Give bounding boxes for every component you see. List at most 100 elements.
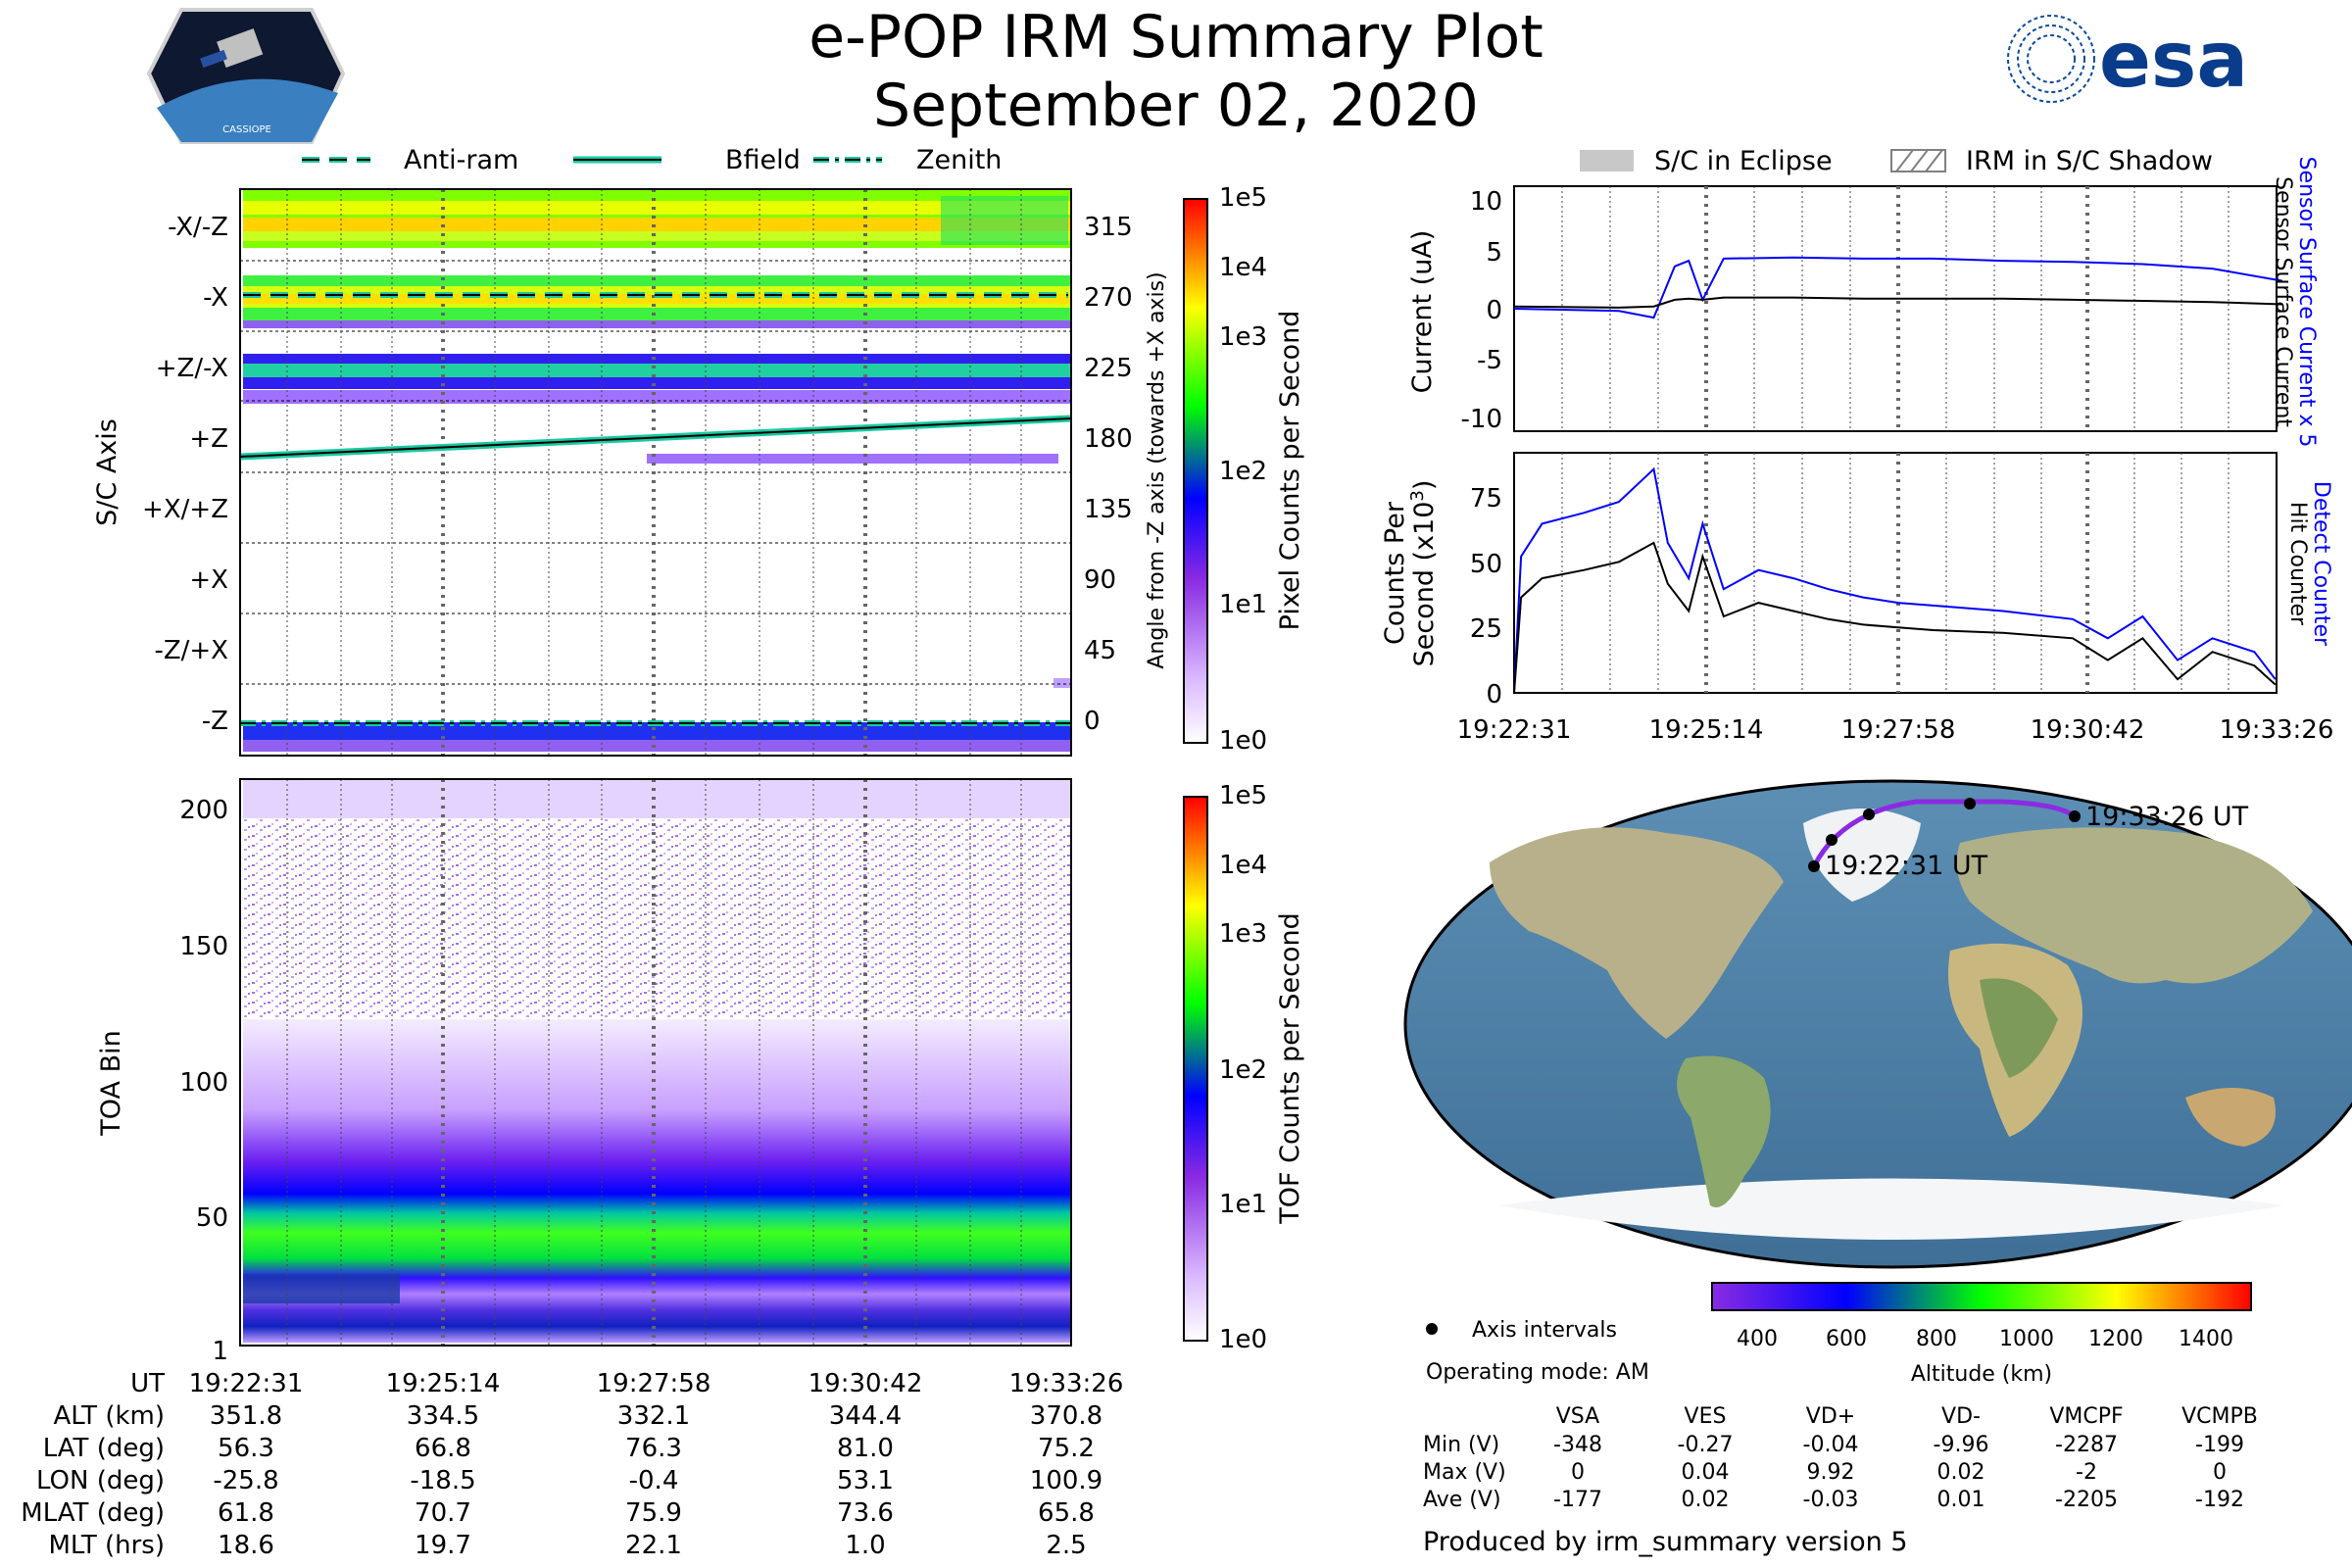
- svg-text:19:25:14: 19:25:14: [1649, 715, 1764, 745]
- counts-yticks: 75 50 25 0: [1470, 484, 1502, 710]
- svg-text:-X: -X: [203, 283, 228, 313]
- right-legend: S/C in Eclipse IRM in S/C Shadow: [1580, 146, 2213, 176]
- ephemeris-value: 56.3: [218, 1434, 274, 1463]
- svg-text:19:30:42: 19:30:42: [2031, 715, 2145, 745]
- svg-text:19:22:31: 19:22:31: [1457, 715, 1572, 745]
- voltage-value: 0: [1571, 1460, 1585, 1485]
- ephemeris-value: 351.8: [210, 1401, 282, 1431]
- voltage-value: -177: [1553, 1488, 1602, 1512]
- ephemeris-label: LAT (deg): [43, 1434, 165, 1463]
- counts-panel: 75 50 25 0 Counts Per Second (x103) Dete…: [1380, 452, 2334, 745]
- counts-xticks: 19:22:31 19:25:14 19:27:58 19:30:42 19:3…: [1457, 715, 2334, 745]
- voltage-value: -192: [2195, 1488, 2244, 1512]
- ephemeris-value: 81.0: [837, 1434, 894, 1463]
- ephemeris-value: 344.4: [829, 1401, 902, 1431]
- ephemeris-value: -18.5: [410, 1466, 475, 1495]
- svg-text:5: 5: [1486, 238, 1502, 268]
- voltage-value: 0.04: [1682, 1460, 1730, 1485]
- svg-text:1e0: 1e0: [1219, 1325, 1267, 1354]
- series-line-detect-counter: [1513, 466, 2277, 694]
- ephemeris-value: 75.9: [625, 1498, 682, 1528]
- svg-text:1e0: 1e0: [1219, 726, 1267, 756]
- legend-antiram: Anti-ram: [404, 145, 518, 175]
- ephemeris-table: UT 19:22:31 19:25:14 19:27:58 19:30:42 19:33:…: [21, 1369, 1123, 1560]
- svg-text:Altitude (km): Altitude (km): [1911, 1362, 2052, 1387]
- series-line-sensor-surface-current: [1513, 296, 2282, 309]
- axis-intervals-label: Axis intervals: [1472, 1318, 1617, 1343]
- voltage-column-header: VES: [1685, 1404, 1727, 1429]
- esa-logo: esa: [2007, 15, 2248, 105]
- track-point-2: [1826, 834, 1838, 846]
- svg-text:600: 600: [1826, 1327, 1867, 1351]
- ephemeris-value: 2.5: [1046, 1531, 1086, 1560]
- svg-text:90: 90: [1084, 565, 1116, 595]
- current-panel: 10 5 0 -5 -10 Current (uA) Sensor Surfac…: [1407, 157, 2319, 448]
- voltage-value: 0: [2213, 1460, 2227, 1485]
- voltage-column-header: VD-: [1941, 1404, 1981, 1429]
- svg-text:150: 150: [179, 932, 228, 961]
- band-row-315: [243, 189, 1070, 248]
- voltage-info: Axis intervals Operating mode: AM VSA VES…: [1423, 1318, 2258, 1512]
- svg-text:+X/+Z: +X/+Z: [142, 495, 228, 524]
- toa-yticks: 200 150 100 50 1: [179, 796, 228, 1366]
- current-ylabel-right-blue: Sensor Surface Current x 5: [2294, 157, 2319, 448]
- track-end-label: 19:33:26 UT: [2085, 802, 2249, 832]
- pixel-yticks-left: -X/-Z -X +Z/-X +Z +X/+Z +X -Z/+X -Z: [142, 213, 228, 736]
- svg-text:1: 1: [212, 1337, 228, 1366]
- footer: Produced by irm_summary version 5: [1423, 1527, 1908, 1557]
- track-point-5: [2069, 810, 2081, 822]
- toa-spectrogram: 200 150 100 50 1 TOA Bin: [96, 778, 1072, 1366]
- legend-shadow: IRM in S/C Shadow: [1966, 146, 2213, 176]
- ephemeris-value: 76.3: [625, 1434, 682, 1463]
- svg-text:+X: +X: [189, 565, 228, 595]
- ephemeris-value: 19:22:31: [189, 1369, 304, 1398]
- svg-text:180: 180: [1084, 424, 1133, 454]
- svg-text:25: 25: [1470, 614, 1502, 644]
- voltage-value: -0.03: [1803, 1488, 1859, 1512]
- voltage-column-header: VMCPF: [2049, 1404, 2123, 1429]
- svg-text:-10: -10: [1461, 405, 1502, 434]
- tof-colorbar: 1e5 1e4 1e3 1e2 1e1 1e0 TOF Counts per S…: [1183, 781, 1305, 1354]
- svg-text:315: 315: [1084, 213, 1133, 242]
- ephemeris-value: 1.0: [845, 1531, 885, 1560]
- svg-text:1e5: 1e5: [1219, 781, 1267, 810]
- voltage-value: -2205: [2055, 1488, 2118, 1512]
- svg-text:-Z: -Z: [202, 707, 228, 736]
- voltage-column-header: VCMPB: [2181, 1404, 2258, 1429]
- altitude-colorbar: 400 600 800 1000 1200 1400 Altitude (km): [1711, 1282, 2252, 1387]
- track-start-label: 19:22:31 UT: [1825, 851, 1988, 881]
- pixel-colorbar: 1e5 1e4 1e3 1e2 1e1 1e0 Pixel Counts per…: [1183, 183, 1305, 756]
- voltage-row-label: Max (V): [1423, 1460, 1506, 1485]
- ephemeris-value: 19:30:42: [808, 1369, 923, 1398]
- ephemeris-value: 334.5: [407, 1401, 479, 1431]
- ephemeris-value: 332.1: [617, 1401, 690, 1431]
- svg-text:1400: 1400: [2179, 1327, 2233, 1351]
- ephemeris-label: MLT (hrs): [49, 1531, 166, 1560]
- svg-text:19:33:26: 19:33:26: [2220, 715, 2334, 745]
- counts-ylabel-right-black: Hit Counter: [2285, 502, 2310, 626]
- ephemeris-value: 370.8: [1030, 1401, 1102, 1431]
- svg-text:1e4: 1e4: [1219, 851, 1267, 880]
- svg-text:200: 200: [179, 796, 228, 825]
- pixel-ylabel-right: Angle from -Z axis (towards +X axis): [1145, 271, 1169, 668]
- voltage-value: 9.92: [1807, 1460, 1855, 1485]
- current-ylabel-right-black: Sensor Surface Current: [2271, 176, 2295, 427]
- svg-text:19:27:58: 19:27:58: [1841, 715, 1956, 745]
- svg-text:Counts Per: Counts Per: [1380, 501, 1410, 645]
- pixel-spectrogram: -X/-Z -X +Z/-X +Z +X/+Z +X -Z/+X -Z 315 …: [92, 188, 1169, 757]
- svg-text:CASSIOPE: CASSIOPE: [222, 124, 271, 135]
- title-line1: e-POP IRM Summary Plot: [808, 3, 1544, 72]
- svg-text:270: 270: [1084, 283, 1133, 313]
- track-point-1: [1808, 860, 1820, 872]
- title-line2: September 02, 2020: [873, 72, 1479, 140]
- voltage-value: -9.96: [1934, 1433, 1989, 1457]
- voltage-row-label: Ave (V): [1423, 1488, 1501, 1512]
- voltage-column-header: VSA: [1556, 1404, 1599, 1429]
- svg-text:+Z/-X: +Z/-X: [156, 354, 228, 383]
- svg-text:-Z/+X: -Z/+X: [154, 636, 228, 665]
- ephemeris-label: LON (deg): [36, 1466, 165, 1495]
- track-point-4: [1964, 798, 1976, 809]
- band-row-0: [243, 678, 1071, 752]
- svg-text:esa: esa: [2099, 17, 2248, 105]
- legend-bfield: Bfield: [725, 145, 801, 175]
